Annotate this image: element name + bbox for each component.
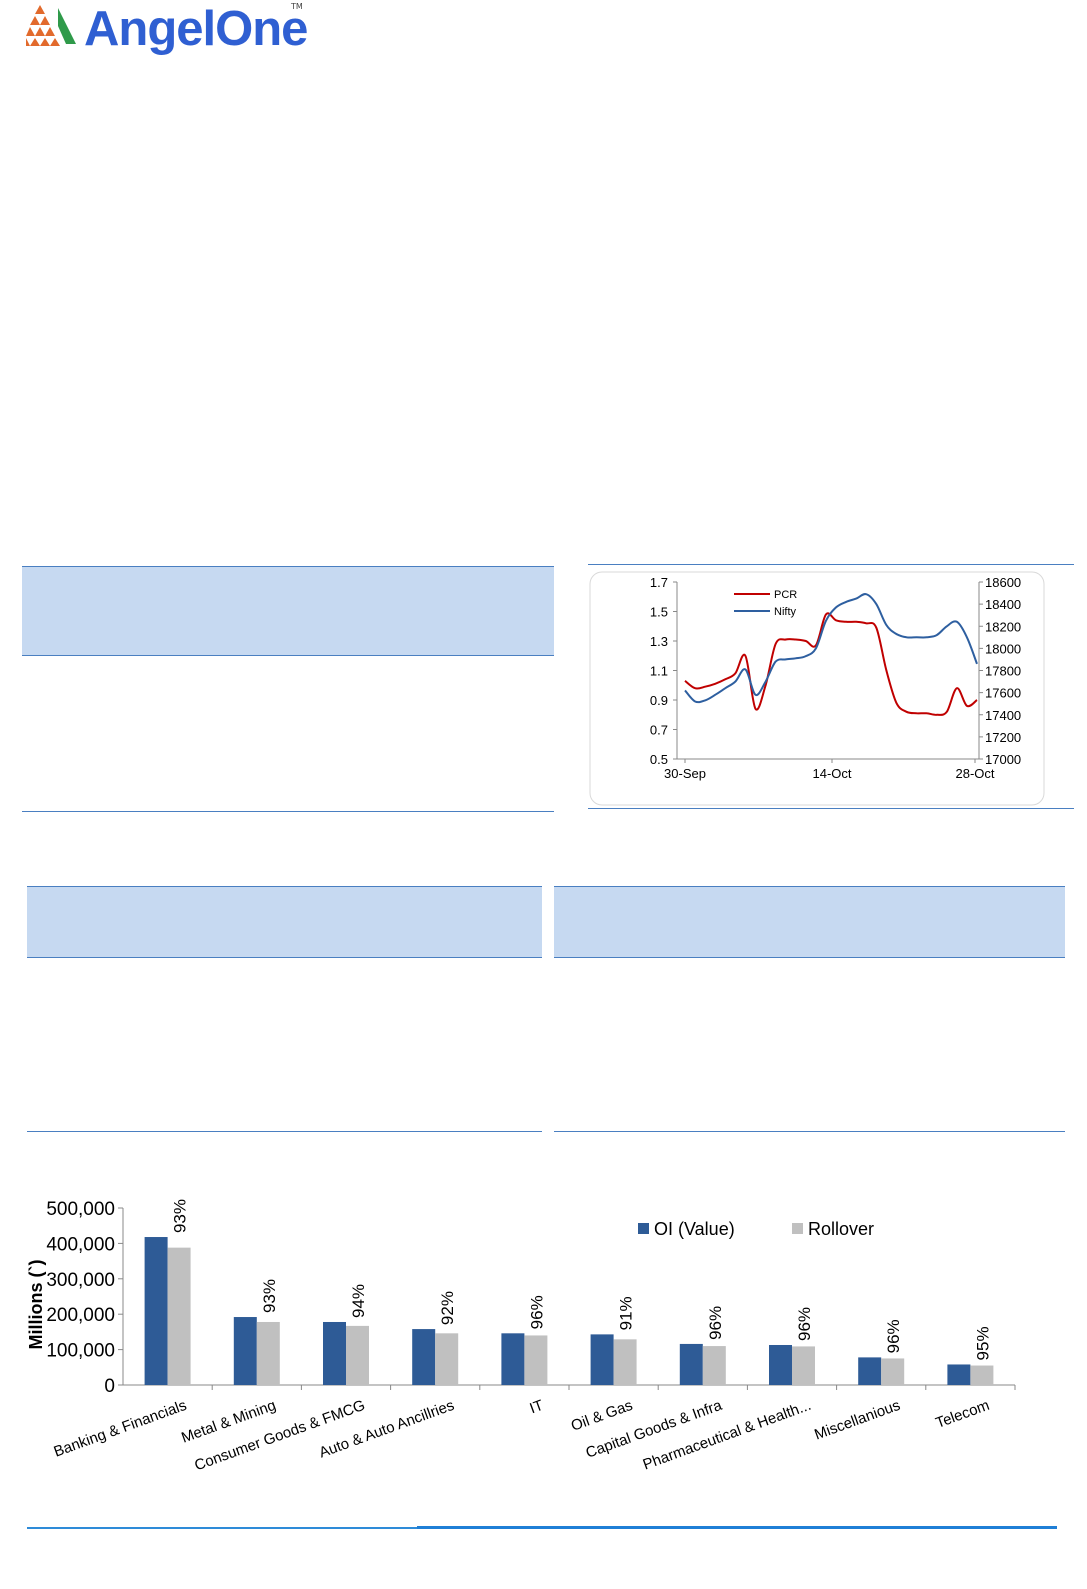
trademark-mark: TM xyxy=(291,2,303,11)
bar-rollover xyxy=(613,1339,637,1385)
bar-data-label: 96% xyxy=(706,1306,725,1340)
pcr-left-tick-label: 1.3 xyxy=(650,634,668,649)
bar-legend-swatch xyxy=(638,1223,649,1234)
pcr-left-tick-label: 1.7 xyxy=(650,575,668,590)
bar-oi-value xyxy=(323,1321,346,1385)
footer-rule-right xyxy=(417,1526,1057,1529)
bar-y-tick-label: 200,000 xyxy=(46,1305,115,1326)
bar-oi-value xyxy=(501,1333,525,1385)
bar-data-label: 96% xyxy=(795,1307,814,1341)
table-2-header xyxy=(27,886,542,958)
pcr-left-tick-label: 1.1 xyxy=(650,664,668,679)
pcr-right-tick-label: 17600 xyxy=(985,686,1021,701)
bar-category-label: Telecom xyxy=(933,1397,991,1432)
pcr-series-line-nifty xyxy=(684,593,978,704)
bar-data-label: 91% xyxy=(617,1296,636,1330)
bar-rollover xyxy=(970,1365,994,1385)
pcr-panel-bottom-rule xyxy=(588,808,1074,809)
bar-oi-value xyxy=(858,1357,882,1385)
bar-y-tick-label: 100,000 xyxy=(46,1341,115,1362)
pcr-series-line-pcr xyxy=(684,612,978,716)
bar-oi-value xyxy=(769,1344,792,1385)
bar-legend-swatch xyxy=(792,1223,803,1234)
bar-data-label: 93% xyxy=(260,1279,279,1313)
bar-category-label: Miscellanious xyxy=(812,1397,902,1444)
bar-category-label: IT xyxy=(527,1397,545,1418)
bar-rollover xyxy=(167,1247,191,1385)
bar-oi-value xyxy=(947,1364,971,1385)
bar-y-tick-label: 400,000 xyxy=(46,1234,115,1255)
bar-y-tick-label: 500,000 xyxy=(46,1199,115,1220)
bar-data-label: 92% xyxy=(438,1291,457,1325)
footer-rule-left xyxy=(27,1527,417,1529)
pcr-legend-label: Nifty xyxy=(774,606,797,618)
bar-legend-label: OI (Value) xyxy=(654,1219,735,1239)
pcr-left-tick-label: 0.7 xyxy=(650,723,668,738)
table-3-header xyxy=(554,886,1065,958)
bar-data-label: 96% xyxy=(884,1319,903,1353)
bar-oi-value xyxy=(590,1334,614,1385)
pcr-left-tick-label: 0.5 xyxy=(650,752,668,767)
pcr-right-tick-label: 17000 xyxy=(985,752,1021,767)
pcr-x-tick-label: 30-Sep xyxy=(664,766,706,781)
left-table-top-rule xyxy=(22,566,554,567)
pcr-chart-frame xyxy=(589,571,1045,806)
bar-rollover xyxy=(435,1333,459,1385)
pcr-legend-label: PCR xyxy=(774,589,797,601)
pcr-right-tick-label: 17400 xyxy=(985,708,1021,723)
pcr-left-tick-label: 0.9 xyxy=(650,693,668,708)
angelone-logo: AngelOne TM xyxy=(26,0,316,62)
bar-data-label: 93% xyxy=(171,1199,190,1233)
bar-rollover xyxy=(346,1325,369,1385)
bar-data-label: 96% xyxy=(527,1295,546,1329)
bar-rollover xyxy=(881,1358,905,1385)
bar-category-label: Consumer Goods & FMCG xyxy=(192,1397,367,1475)
bar-oi-value xyxy=(412,1329,436,1385)
pcr-right-tick-label: 18400 xyxy=(985,597,1021,612)
pcr-right-tick-label: 17800 xyxy=(985,664,1021,679)
angelone-pyramid-icon xyxy=(26,5,76,46)
bar-legend-label: Rollover xyxy=(808,1219,874,1239)
bar-data-label: 94% xyxy=(349,1284,368,1318)
bar-rollover xyxy=(792,1346,815,1385)
bar-rollover xyxy=(524,1335,548,1385)
pcr-right-tick-label: 18000 xyxy=(985,641,1021,656)
left-table-bottom-rule xyxy=(22,811,554,812)
bar-y-tick-label: 300,000 xyxy=(46,1270,115,1291)
bar-y-axis-label: Millions (`) xyxy=(26,1260,46,1350)
pcr-left-tick-label: 1.5 xyxy=(650,605,668,620)
bar-data-label: 95% xyxy=(973,1326,992,1360)
pcr-nifty-chart-panel: 1.7 1.5 1.3 1.1 0.9 0.7 0.5 18600 18400 18200 1800… xyxy=(588,564,1074,809)
pcr-x-tick-label: 28-Oct xyxy=(955,766,994,781)
table-2-bottom-rule xyxy=(27,1131,542,1132)
bar-category-label: Banking & Financials xyxy=(52,1397,189,1461)
bar-oi-value xyxy=(144,1237,168,1385)
bar-oi-value xyxy=(679,1343,703,1385)
bar-category-label: Oil & Gas xyxy=(569,1397,635,1435)
pcr-x-tick-label: 14-Oct xyxy=(812,766,851,781)
pcr-panel-top-rule xyxy=(588,564,1074,565)
bar-rollover xyxy=(256,1321,280,1385)
bar-rollover xyxy=(702,1346,726,1385)
bar-y-tick-label: 0 xyxy=(104,1376,115,1397)
table-3-bottom-rule xyxy=(554,1131,1065,1132)
bar-oi-value xyxy=(233,1317,257,1385)
left-table-header xyxy=(22,566,554,656)
sector-rollover-chart: 500,000 400,000 300,000 200,000 100,000 0 Mill… xyxy=(26,1199,1016,1475)
bar-category-label: Pharmaceutical & Health... xyxy=(641,1397,814,1474)
pcr-nifty-chart: 1.7 1.5 1.3 1.1 0.9 0.7 0.5 18600 18400 18200 1800… xyxy=(589,571,1045,806)
pcr-right-tick-label: 18600 xyxy=(985,575,1021,590)
brand-name: AngelOne xyxy=(84,2,308,56)
pcr-right-tick-label: 18200 xyxy=(985,619,1021,634)
pcr-right-tick-label: 17200 xyxy=(985,730,1021,745)
